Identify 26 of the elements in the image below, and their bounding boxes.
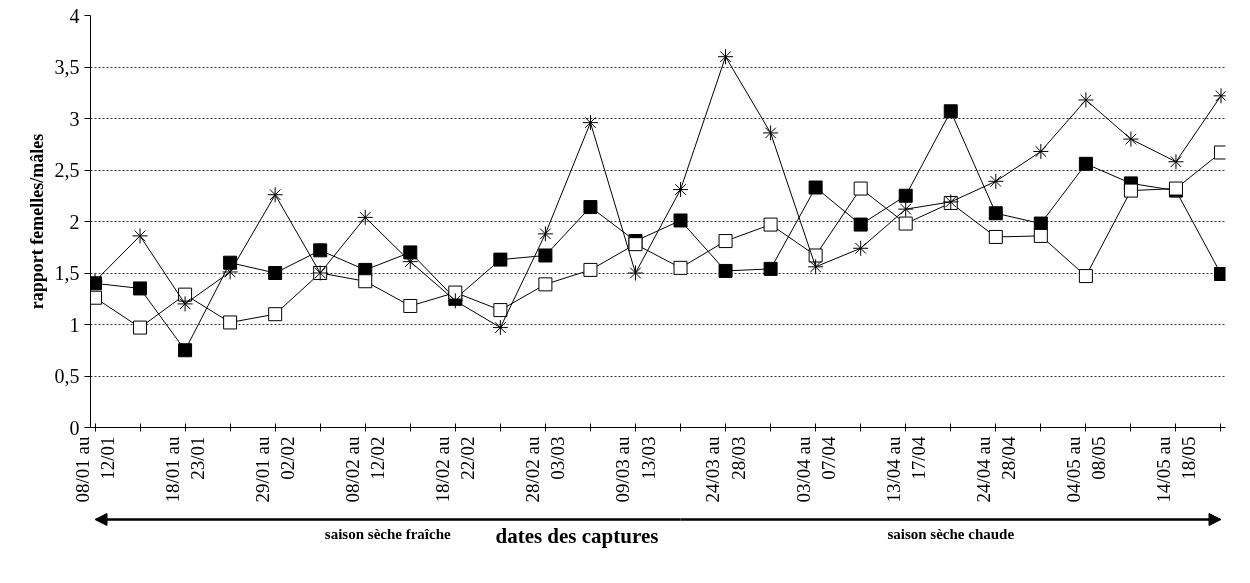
- y-tick-label: 2,5: [54, 159, 80, 181]
- x-axis-title: dates des captures: [495, 523, 659, 548]
- y-axis-title: rapport femelles/mâles: [26, 133, 47, 310]
- text: saison sèche chaude: [887, 525, 1015, 542]
- x-tick-label: 08/02 au 12/02: [342, 436, 389, 503]
- x-tick-label: 08/01 au 12/01: [71, 436, 119, 503]
- x-tick-label: 03/04 au 07/04: [792, 436, 839, 503]
- text: saison sèche fraîche: [324, 525, 452, 542]
- x-tick-label: 18/01 au 23/01: [161, 436, 209, 503]
- y-tick-label: 4: [69, 4, 80, 27]
- y-tick-label: 3: [69, 107, 80, 130]
- y-tick-label: 2: [69, 210, 80, 233]
- x-tick-label: 24/03 au 28/03: [702, 436, 749, 503]
- x-tick-label: 24/04 au 28/04: [972, 436, 1019, 503]
- x-tick-label: 09/03 au 13/03: [612, 436, 659, 503]
- x-tick-label: 18/02 au 22/02: [432, 436, 479, 503]
- x-tick-label: 04/05 au 08/05: [1062, 436, 1109, 503]
- x-tick-label: 28/02 au 03/03: [522, 436, 569, 503]
- y-tick-label: 1,5: [54, 262, 80, 284]
- x-tick-label: 14/05 au 18/05: [1152, 436, 1200, 503]
- y-tick-label: 1: [69, 313, 80, 336]
- y-tick-label: 3,5: [54, 56, 80, 78]
- x-tick-label: 29/01 au 02/02: [252, 436, 299, 503]
- y-tick-label: 0,5: [54, 365, 80, 387]
- x-tick-label: 13/04 au 17/04: [882, 436, 929, 503]
- y-tick-label: 0: [69, 416, 80, 439]
